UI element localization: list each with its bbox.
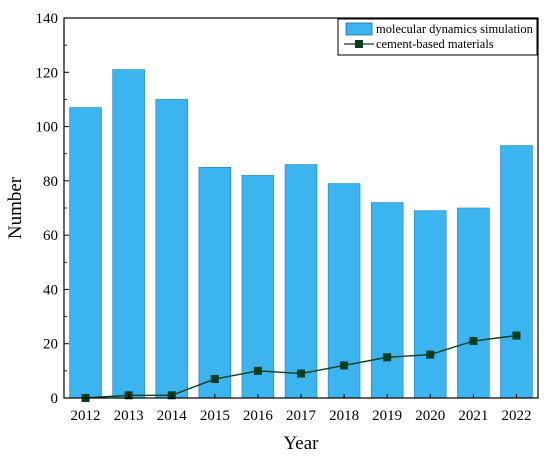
bars-layer — [69, 69, 533, 399]
legend-swatch-molecular-dynamics — [345, 22, 373, 36]
y-tick-label: 40 — [43, 282, 58, 298]
x-axis-title: Year — [283, 433, 319, 454]
y-tick-label: 100 — [36, 120, 59, 136]
bar-2017 — [284, 164, 318, 399]
x-tick-label-2018: 2018 — [329, 408, 359, 424]
marker-2015 — [210, 375, 219, 383]
bar-2014 — [155, 99, 188, 399]
marker-2017 — [297, 369, 305, 378]
y-tick-label: 0 — [51, 391, 59, 407]
bar-2020 — [414, 210, 447, 399]
marker-2018 — [340, 361, 349, 370]
bar-2012 — [69, 107, 102, 399]
y-tick-label: 120 — [36, 65, 59, 81]
marker-2019 — [383, 353, 392, 362]
x-tick-label-2020: 2020 — [415, 408, 445, 424]
bar-2021 — [457, 207, 490, 399]
marker-2021 — [469, 337, 478, 345]
legend: molecular dynamics simulation cement-bas… — [337, 18, 538, 56]
x-tick-label-2014: 2014 — [157, 408, 188, 424]
y-axis-title: Number — [5, 176, 26, 239]
x-tick-label-2012: 2012 — [71, 408, 101, 424]
bar-2019 — [370, 202, 404, 399]
legend-label-molecular-dynamics: molecular dynamics simulation — [376, 22, 534, 36]
x-tick-label-2019: 2019 — [372, 408, 402, 424]
x-tick-label-2015: 2015 — [200, 408, 230, 424]
x-tick-label-2016: 2016 — [243, 408, 274, 424]
legend-label-cement-based: cement-based materials — [376, 37, 494, 51]
legend-marker-cement — [355, 40, 363, 48]
x-tick-label-2017: 2017 — [286, 408, 317, 424]
y-tick-label: 60 — [43, 228, 58, 244]
bar-2013 — [112, 69, 145, 399]
marker-2022 — [512, 331, 521, 340]
y-tick-label: 80 — [43, 174, 58, 190]
bar-2016 — [241, 175, 275, 399]
y-tick-label: 20 — [43, 337, 58, 353]
x-tick-label-2022: 2022 — [501, 408, 531, 424]
x-axis: 2012 2013 2014 2015 2016 2017 2018 2019 2020 2021… — [71, 394, 531, 424]
bar-2022 — [500, 145, 533, 399]
y-axis: 0 20 40 60 80 100 120 140 — [36, 11, 69, 407]
bar-2015 — [198, 166, 232, 399]
x-tick-label-2013: 2013 — [114, 408, 144, 424]
marker-2016 — [253, 366, 262, 375]
x-tick-label-2021: 2021 — [458, 408, 488, 424]
marker-2020 — [426, 350, 435, 359]
y-tick-label: 140 — [36, 11, 59, 27]
